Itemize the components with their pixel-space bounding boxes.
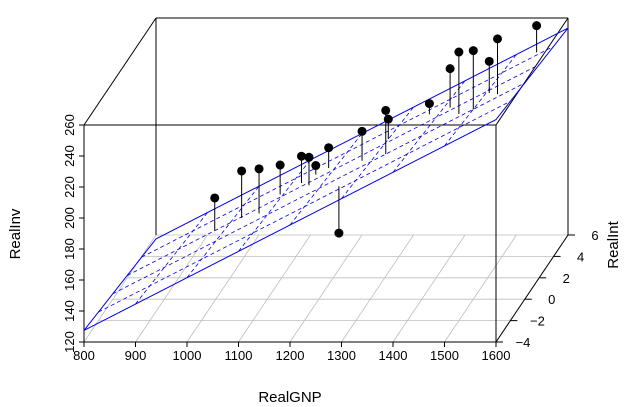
grid-line bbox=[341, 234, 414, 343]
data-points bbox=[210, 21, 542, 238]
x-tick-label: 1000 bbox=[173, 348, 202, 363]
z-tick-label: 0 bbox=[548, 292, 555, 307]
y-tick-label: 180 bbox=[62, 238, 77, 260]
data-point bbox=[468, 46, 478, 56]
z-tick-label: 2 bbox=[563, 271, 570, 286]
plane-grid-line bbox=[444, 54, 517, 147]
data-point bbox=[237, 166, 247, 176]
data-point bbox=[357, 126, 367, 136]
data-point bbox=[532, 21, 542, 31]
z-tick-label: −4 bbox=[516, 335, 531, 350]
x-tick-label: 1500 bbox=[430, 348, 459, 363]
data-point bbox=[275, 160, 285, 170]
x-tick-label: 1100 bbox=[225, 348, 253, 363]
plane-grid-line bbox=[186, 185, 260, 278]
data-point bbox=[383, 114, 393, 124]
plane-outline bbox=[83, 27, 569, 331]
x-tick-label: 1600 bbox=[482, 348, 511, 363]
data-point bbox=[324, 143, 334, 153]
plane-grid-line bbox=[238, 159, 311, 252]
bounding-box bbox=[83, 17, 569, 343]
plane-grid-line bbox=[341, 106, 414, 199]
plane-grid-line bbox=[135, 212, 208, 305]
data-point bbox=[210, 193, 220, 203]
regression-plane bbox=[83, 27, 569, 331]
plane-grid-line bbox=[127, 64, 540, 276]
grid-line bbox=[135, 234, 208, 343]
data-point bbox=[334, 228, 344, 238]
grid-line bbox=[186, 234, 260, 343]
x-tick-label: 1400 bbox=[379, 348, 408, 363]
data-point bbox=[296, 151, 306, 161]
y-tick-label: 220 bbox=[62, 176, 77, 198]
x-tick-label: 800 bbox=[73, 348, 95, 363]
data-point bbox=[311, 161, 321, 171]
box-edge bbox=[495, 234, 569, 343]
plane-grid-line bbox=[141, 46, 554, 258]
data-point bbox=[254, 164, 264, 174]
x-tick-label: 900 bbox=[125, 348, 147, 363]
grid-line bbox=[289, 234, 363, 343]
grid-line bbox=[444, 234, 517, 343]
plane-grid-line bbox=[112, 82, 525, 295]
data-point bbox=[381, 105, 391, 115]
y-tick-label: 120 bbox=[62, 331, 77, 353]
data-point bbox=[304, 152, 314, 162]
plane-grid-line bbox=[289, 133, 363, 226]
y-tick-label: 140 bbox=[62, 300, 77, 322]
axis-ticks: 800 900 1000 1100 1200 1300 1400 1500 1600120140… bbox=[62, 114, 599, 363]
box-edge bbox=[83, 17, 157, 126]
x-tick-label: 1200 bbox=[276, 348, 305, 363]
data-point bbox=[484, 56, 494, 66]
x-tick-label: 1300 bbox=[327, 348, 356, 363]
y-axis-label: RealInv bbox=[7, 208, 24, 259]
data-point bbox=[454, 47, 464, 57]
y-tick-label: 240 bbox=[62, 145, 77, 167]
data-point bbox=[445, 64, 455, 74]
grid-line bbox=[238, 234, 311, 343]
grid-line bbox=[392, 234, 466, 343]
z-axis-label: RealInt bbox=[605, 220, 622, 268]
y-tick-label: 160 bbox=[62, 269, 77, 291]
z-tick-label: 6 bbox=[591, 228, 598, 243]
floor-grid bbox=[83, 234, 569, 343]
y-tick-label: 200 bbox=[62, 207, 77, 229]
x-axis-label: RealGNP bbox=[258, 389, 321, 406]
y-tick-label: 260 bbox=[62, 114, 77, 136]
z-tick-label: 4 bbox=[577, 249, 584, 264]
data-point bbox=[424, 99, 434, 109]
data-point bbox=[493, 34, 502, 44]
plane-grid-line bbox=[392, 80, 466, 173]
residual-segments bbox=[214, 25, 538, 234]
plane-grid-line bbox=[98, 100, 511, 313]
z-tick-label: −2 bbox=[530, 314, 545, 329]
box-edge bbox=[495, 17, 569, 126]
